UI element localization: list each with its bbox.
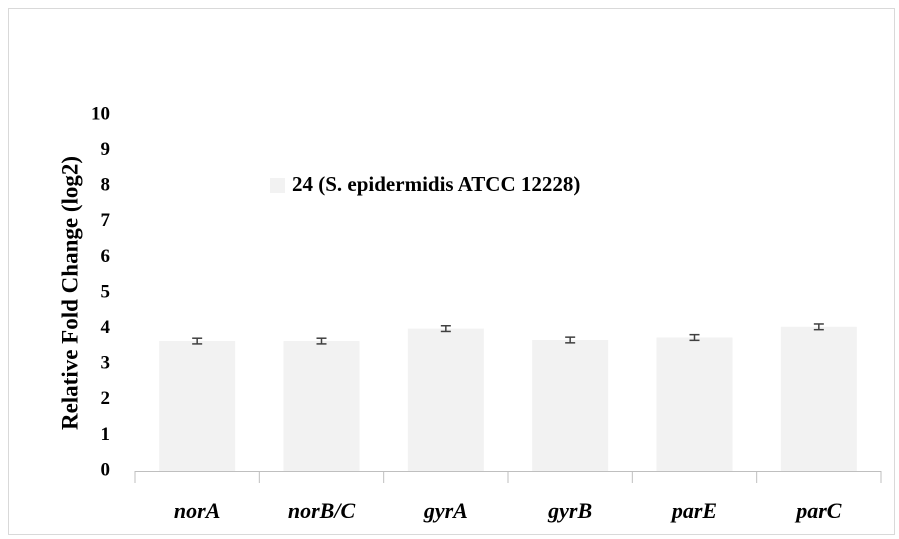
error-bar [440, 325, 451, 333]
legend-label: 24 (S. epidermidis ATCC 12228) [292, 172, 580, 196]
bar [532, 339, 609, 471]
y-tick-label: 0 [101, 459, 111, 480]
bar [407, 328, 484, 471]
x-tick-label: parC [794, 498, 842, 523]
y-tick-label: 6 [101, 246, 111, 267]
y-tick-label: 8 [101, 175, 111, 196]
y-tick-label: 9 [101, 139, 111, 160]
error-bar [813, 323, 824, 331]
y-tick-label: 4 [101, 317, 111, 338]
x-tick-label: norA [174, 498, 220, 523]
y-tick-label: 1 [101, 424, 111, 445]
error-bar [192, 337, 203, 345]
bar [283, 341, 360, 471]
x-tick-label: parE [670, 498, 717, 523]
error-bar [689, 333, 700, 342]
y-tick-label: 10 [91, 103, 110, 124]
y-tick-label: 2 [101, 388, 111, 409]
error-bar [565, 336, 576, 344]
x-tick-label: norB/C [288, 498, 356, 523]
y-tick-label: 7 [101, 210, 111, 231]
x-tick-label: gyrB [547, 498, 592, 523]
bar [159, 341, 236, 471]
chart-border [8, 8, 895, 535]
y-tick-label: 5 [101, 281, 111, 302]
y-tick-label: 3 [101, 353, 111, 374]
x-tick-label: gyrA [423, 498, 468, 523]
error-bar [316, 337, 327, 345]
bar [656, 337, 733, 471]
y-axis-title: Relative Fold Change (log2) [57, 156, 82, 430]
legend-swatch [270, 178, 285, 193]
bar [780, 326, 857, 471]
